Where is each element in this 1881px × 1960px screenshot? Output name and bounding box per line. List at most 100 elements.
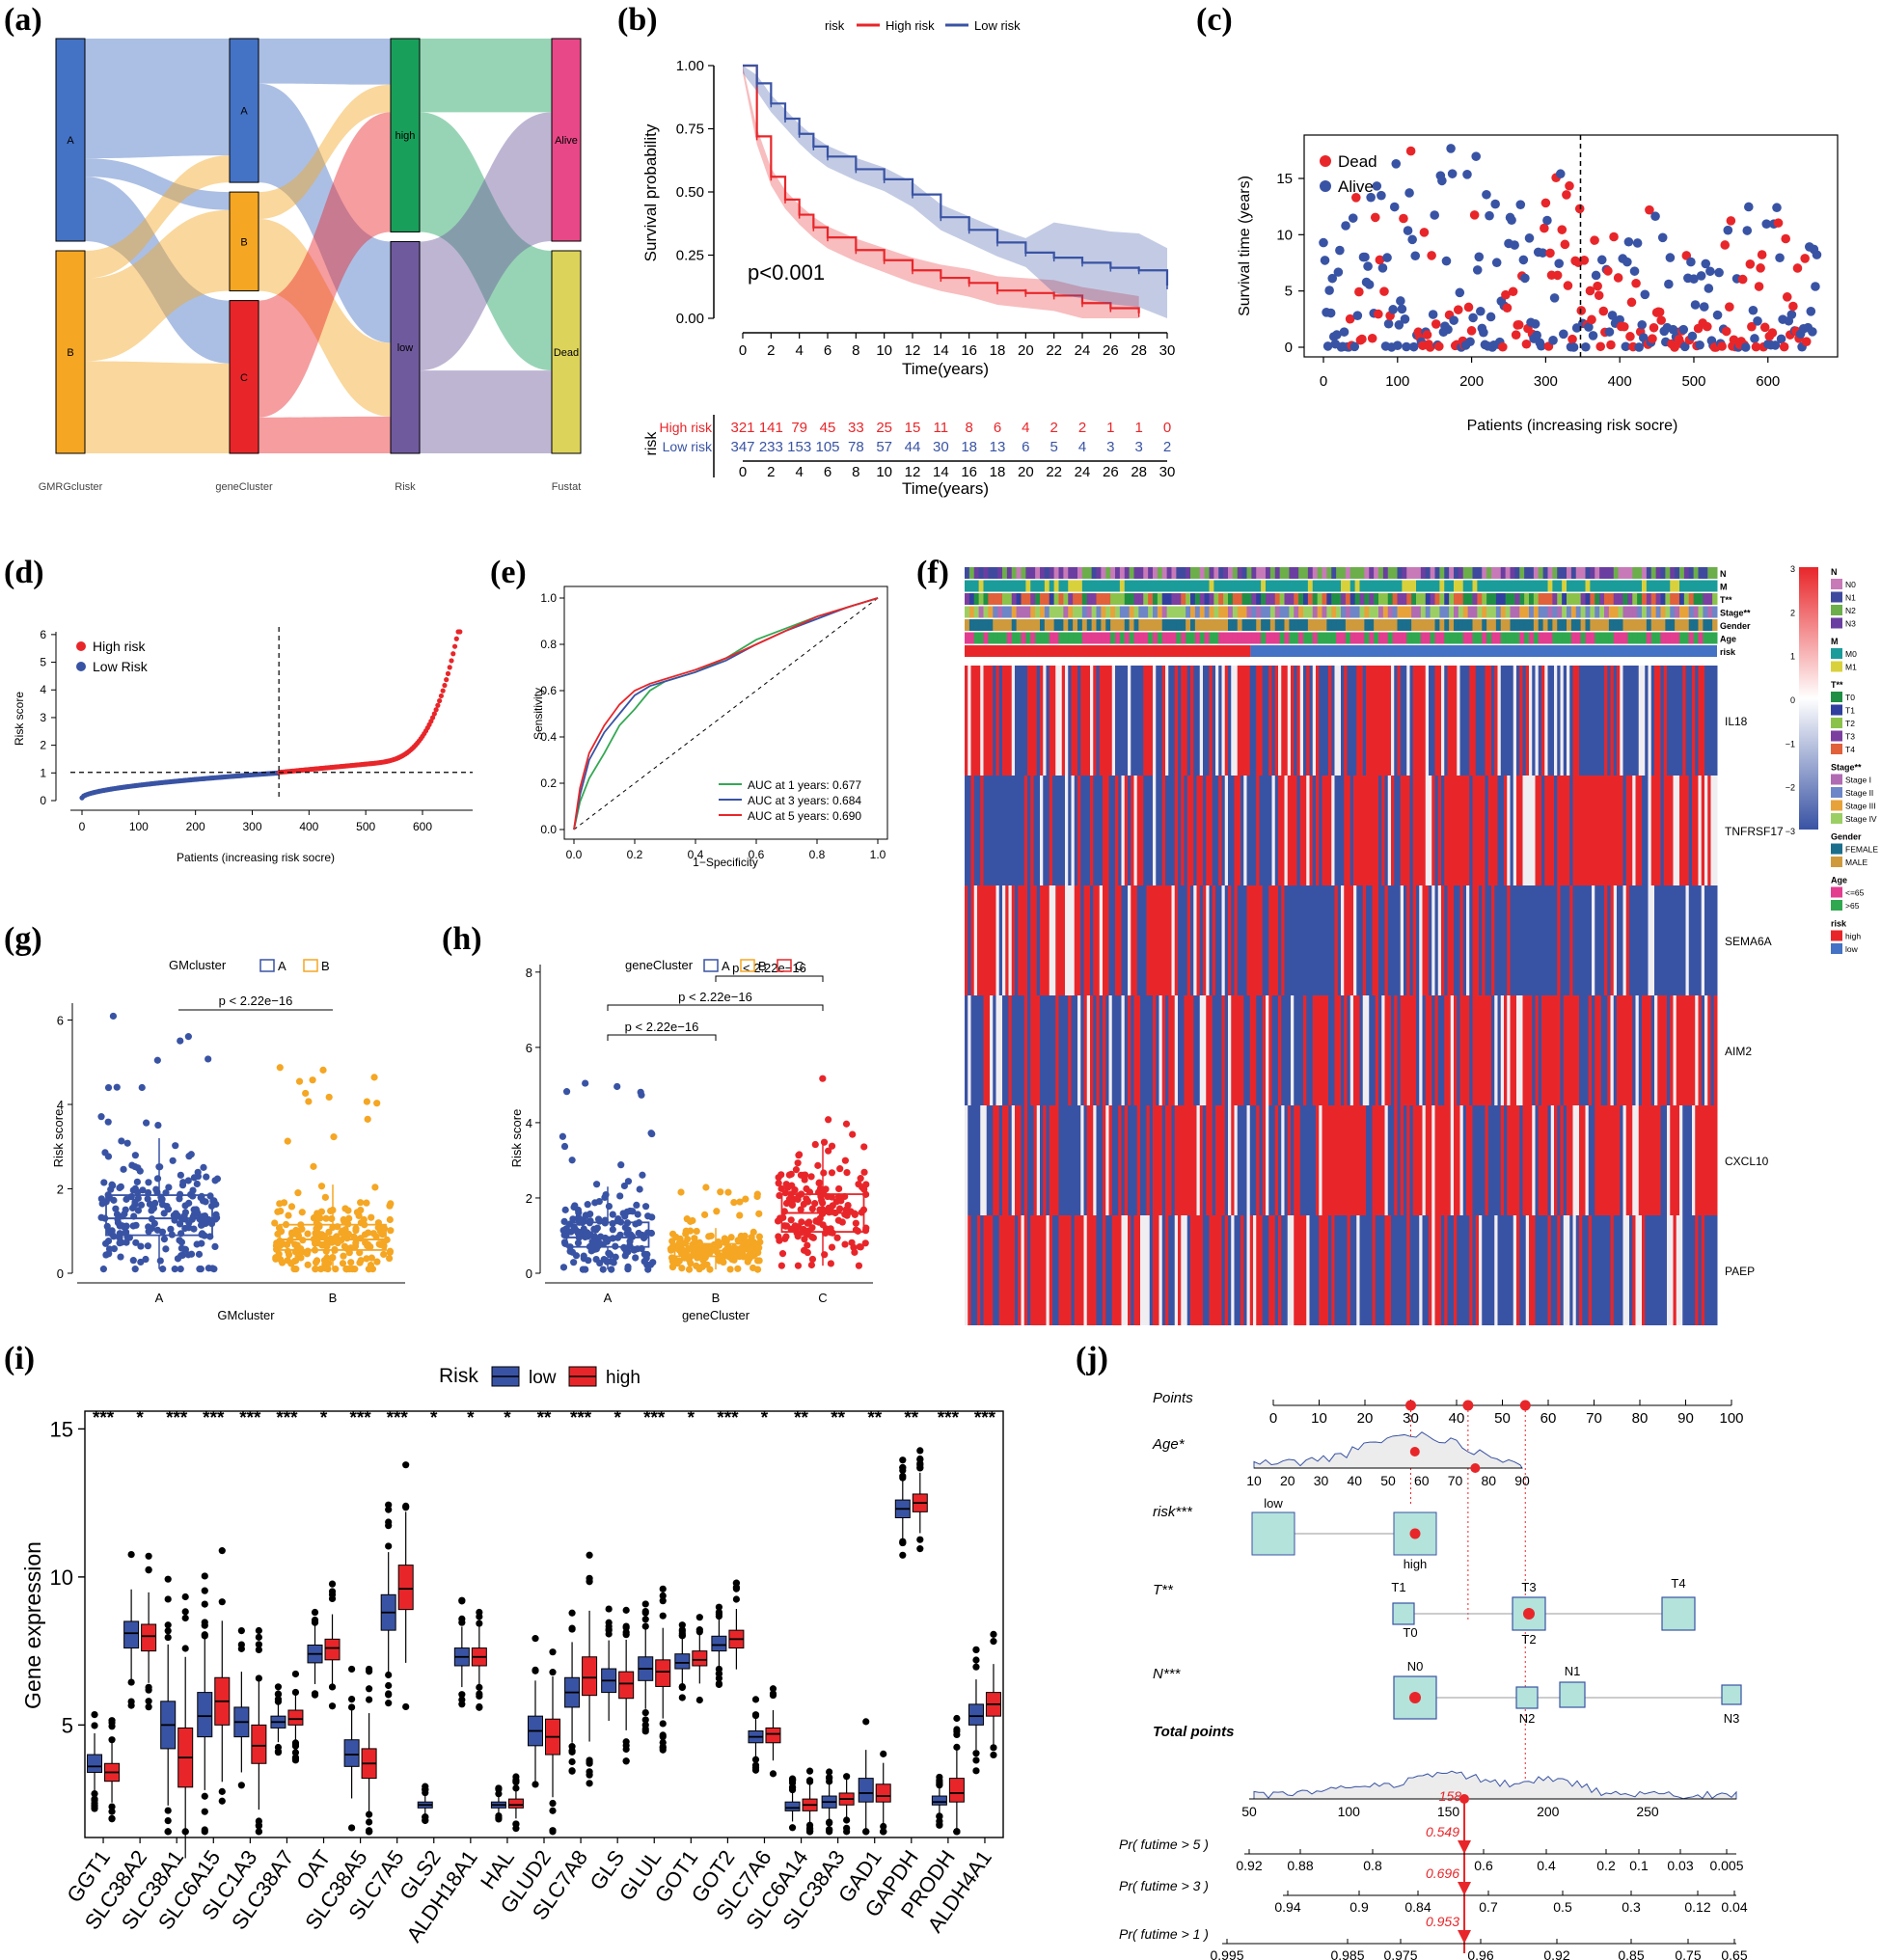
jitter-point [592, 1226, 600, 1234]
outlier-point [348, 1665, 356, 1674]
annotation-cell [1143, 606, 1149, 618]
heatmap-cell [1140, 666, 1144, 776]
annotation-cell [1462, 593, 1469, 605]
heatmap-cell [1494, 1215, 1498, 1325]
legend-label: Stage II [1845, 788, 1873, 798]
heatmap-cell [1224, 1105, 1229, 1215]
heatmap-cell [1384, 995, 1389, 1105]
heatmap-cell [1334, 885, 1339, 995]
heatmap-cell [1381, 1215, 1385, 1325]
heatmap-cell [1497, 776, 1502, 885]
heatmap-cell [1431, 885, 1435, 995]
heatmap-cell [1023, 1215, 1028, 1325]
heatmap-cell [1165, 666, 1169, 776]
annotation-cell [1105, 593, 1111, 605]
heatmap-cell [1513, 776, 1517, 885]
annotation-cell [1575, 606, 1582, 618]
annotation-cell [1387, 632, 1394, 644]
heatmap-cell [1178, 1215, 1182, 1325]
annotation-cell [1274, 580, 1281, 592]
annotation-cell [973, 606, 980, 618]
outlier-point [237, 1641, 245, 1648]
annotation-cell [1646, 619, 1652, 631]
jitter-point [620, 1182, 628, 1190]
jitter-point [160, 1236, 169, 1243]
heatmap-cell [973, 885, 978, 995]
alive-point [1775, 253, 1785, 263]
annotation-cell [1604, 606, 1610, 618]
annotation-cell [1143, 593, 1149, 605]
x-tick-label: 26 [1103, 342, 1119, 359]
heatmap-cell [1061, 776, 1066, 885]
heatmap-cell [1184, 885, 1188, 995]
km-curve [743, 64, 1140, 313]
annotation-cell [988, 580, 994, 592]
annotation-cell [1486, 619, 1492, 631]
outlier-point [181, 1592, 189, 1601]
heatmap-cell [1347, 995, 1351, 1105]
annotation-cell [1567, 580, 1572, 592]
heatmap-cell [1240, 885, 1244, 995]
heatmap-cell [1309, 776, 1314, 885]
heatmap-cell [1068, 776, 1072, 885]
annotation-cell [1331, 606, 1337, 618]
heatmap-cell [1688, 885, 1693, 995]
heatmap-cell [1115, 666, 1119, 776]
outlier-point [458, 1619, 466, 1626]
outlier-point [348, 1824, 356, 1832]
outlier-point [328, 1580, 337, 1588]
jitter-point [303, 1250, 311, 1258]
outlier-point [586, 1578, 593, 1586]
outlier-point [549, 1799, 557, 1808]
jitter-point [828, 1243, 836, 1251]
heatmap-cell [977, 1215, 981, 1325]
heatmap-cell [1306, 776, 1310, 885]
heatmap-cell [1629, 1215, 1633, 1325]
significance-label: ** [794, 1408, 808, 1429]
annotation-cell [1547, 580, 1553, 592]
jitter-point [341, 1205, 349, 1212]
jitter-point [685, 1266, 694, 1273]
y-tick-label: 1.00 [676, 58, 704, 74]
risk-table-count: 6 [994, 420, 1001, 436]
significance-label: *** [350, 1408, 372, 1429]
alive-point [1701, 259, 1711, 269]
outlier-point [751, 1756, 760, 1763]
legend-label-alive: Alive [1338, 177, 1374, 196]
heatmap-cell [1400, 1215, 1404, 1325]
heatmap-cell [1061, 995, 1066, 1105]
heatmap-cell [1710, 776, 1715, 885]
heatmap-cell [968, 666, 971, 776]
annotation-cell [1035, 580, 1041, 592]
jitter-point [807, 1261, 816, 1269]
alive-point [1686, 257, 1696, 267]
outlier-point [218, 1598, 226, 1606]
jitter-point [317, 1266, 325, 1273]
outlier-point [936, 1821, 943, 1829]
heatmap-cell [1287, 885, 1292, 995]
legend-swatch [1831, 617, 1842, 629]
jitter-point [325, 1228, 333, 1236]
heatmap-cell [1369, 995, 1373, 1105]
heatmap-cell [1049, 1215, 1053, 1325]
heatmap-cell [1538, 776, 1542, 885]
heatmap-cell [1579, 776, 1583, 885]
heatmap-cell [1018, 776, 1022, 885]
annotation-cell [1529, 632, 1535, 644]
heatmap-cell [1331, 666, 1335, 776]
heatmap-cell [1466, 1215, 1470, 1325]
annotation-cell [1491, 632, 1497, 644]
heatmap-cell [1174, 666, 1179, 776]
outlier-point [291, 1756, 300, 1764]
heatmap-cell [980, 776, 984, 885]
heatmap-cell [1629, 776, 1633, 885]
heatmap-cell [1550, 666, 1555, 776]
heatmap-cell [1397, 995, 1402, 1105]
heatmap-cell [1103, 995, 1106, 1105]
annotation-cell [1298, 567, 1304, 579]
heatmap-cell [1532, 885, 1536, 995]
heatmap-cell [1400, 666, 1404, 776]
heatmap-cell [1065, 666, 1069, 776]
annotation-cell [1053, 606, 1059, 618]
